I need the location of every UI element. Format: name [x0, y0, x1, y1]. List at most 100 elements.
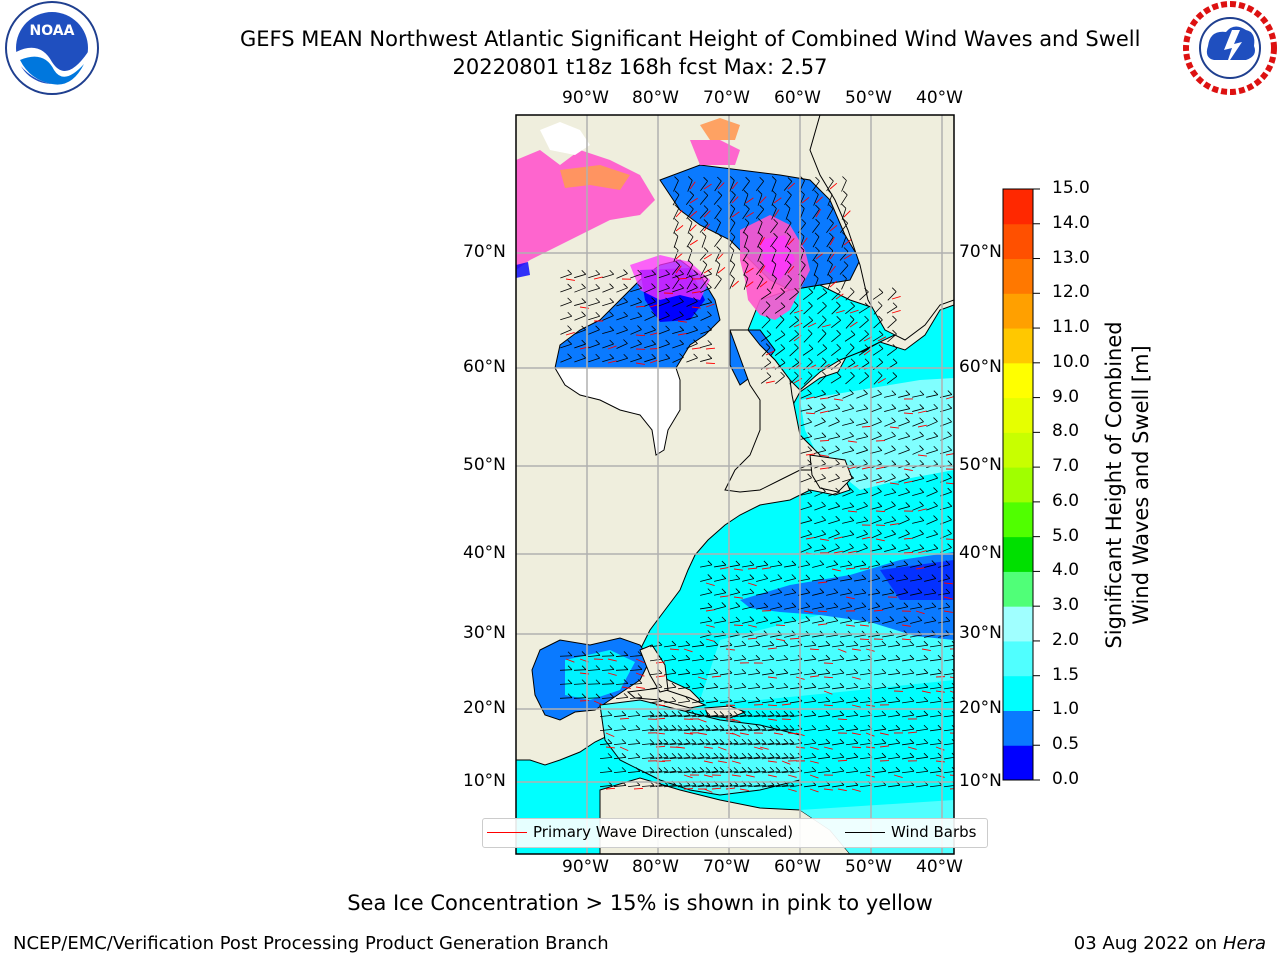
wind-barb [775, 784, 789, 788]
wind-barb-flag [895, 738, 901, 744]
wind-barb [814, 491, 826, 497]
wind-barb-flag [821, 389, 826, 395]
primary-wave-arrow [915, 567, 925, 570]
wind-barb [720, 770, 732, 774]
wind-barb [734, 700, 746, 704]
wind-barb [686, 315, 698, 321]
colorbar-segment [1003, 362, 1033, 399]
wind-barb [898, 519, 910, 525]
wind-barb-flag [623, 353, 629, 359]
wind-barb-flag [679, 269, 684, 275]
wind-barb [873, 742, 887, 746]
wind-barb [827, 194, 833, 206]
wind-barb [747, 686, 761, 690]
wind-barb [627, 743, 641, 745]
wind-barb [728, 264, 736, 276]
wind-barb [884, 492, 896, 496]
primary-wave-arrow [635, 672, 645, 677]
wind-barb [720, 672, 732, 676]
wind-barb-flag [829, 176, 834, 182]
primary-wave-arrow [917, 424, 927, 428]
primary-wave-arrow [837, 648, 847, 653]
wind-barb-flag [881, 654, 887, 660]
wind-barb [700, 634, 712, 638]
wind-barb [910, 634, 922, 638]
wind-barb-flag [707, 340, 713, 345]
wind-barb-flag [881, 640, 887, 646]
wind-barb-flag [719, 767, 725, 772]
colorbar-frame [1002, 188, 1034, 781]
wind-barb [882, 620, 894, 624]
wind-barb-flag [947, 502, 953, 507]
wind-barb [887, 672, 901, 676]
wind-barb [896, 634, 908, 638]
wind-barb-flag [891, 460, 897, 465]
lon-tick-top: 90°W [562, 88, 609, 108]
wind-barb [860, 728, 872, 732]
wind-barb-flag [853, 696, 859, 702]
wind-barb-flag [665, 283, 670, 289]
wind-barb [641, 756, 655, 760]
wind-barb [912, 408, 924, 412]
wind-barb-flag [637, 665, 643, 670]
wind-barb [775, 686, 789, 690]
wind-barb [757, 236, 763, 248]
wind-barb-flag [761, 725, 767, 730]
primary-wave-arrow [747, 582, 757, 587]
wind-barb-flag [609, 339, 614, 345]
wind-barb-flag [755, 724, 761, 730]
wind-barb [559, 697, 573, 699]
wind-barb [868, 578, 880, 582]
wind-barb [912, 435, 924, 441]
wind-barb-flag [919, 459, 925, 465]
wind-barb-flag [716, 218, 721, 223]
wind-barb-flag [780, 358, 786, 364]
wind-barb [630, 357, 642, 363]
wind-barb [644, 315, 656, 321]
primary-wave-arrow [943, 610, 953, 613]
wind-barb [874, 700, 886, 704]
wind-barb-flag [791, 588, 797, 594]
primary-wave-arrow [705, 609, 715, 612]
primary-wave-arrow [677, 320, 687, 323]
wind-barb [888, 714, 900, 718]
wind-barb-flag [755, 640, 761, 646]
colorbar-label: Significant Height of Combined Wind Wave… [1101, 321, 1155, 648]
wind-barb [630, 329, 642, 335]
wind-barb-flag [881, 766, 887, 772]
wind-barb-flag [821, 487, 826, 492]
wind-barb-flag [595, 297, 601, 303]
wind-barb [929, 742, 943, 746]
wind-barb-flag [889, 574, 895, 579]
wind-barb-flag [623, 693, 629, 698]
primary-wave-arrow [677, 333, 687, 336]
wind-barb [887, 333, 897, 343]
wind-barb [613, 770, 627, 774]
wind-barb [602, 357, 614, 363]
wind-barb-flag [621, 711, 627, 716]
wind-barb [711, 785, 725, 787]
wind-barb-flag [685, 696, 691, 702]
wind-barb [762, 770, 774, 774]
primary-wave-arrow [891, 296, 901, 300]
primary-wave-arrow [829, 280, 838, 288]
wind-barb-flag [811, 668, 817, 674]
wind-barb-flag [919, 488, 925, 493]
wind-barb [845, 291, 855, 301]
primary-wave-arrow [605, 787, 616, 790]
wind-barb [789, 333, 799, 343]
wind-barb [767, 743, 781, 745]
wind-barb [774, 306, 786, 314]
primary-wave-arrow [731, 760, 741, 764]
primary-wave-arrow [733, 596, 743, 599]
wind-barb [756, 181, 764, 191]
primary-wave-arrow [809, 648, 820, 651]
wind-barb-flag [567, 339, 572, 345]
wind-barb-flag [771, 176, 777, 181]
primary-wave-arrow [703, 746, 713, 749]
wind-barb [812, 592, 824, 596]
wind-barb [926, 449, 938, 455]
wind-barb-flag [787, 274, 792, 280]
wind-barb [775, 728, 789, 732]
